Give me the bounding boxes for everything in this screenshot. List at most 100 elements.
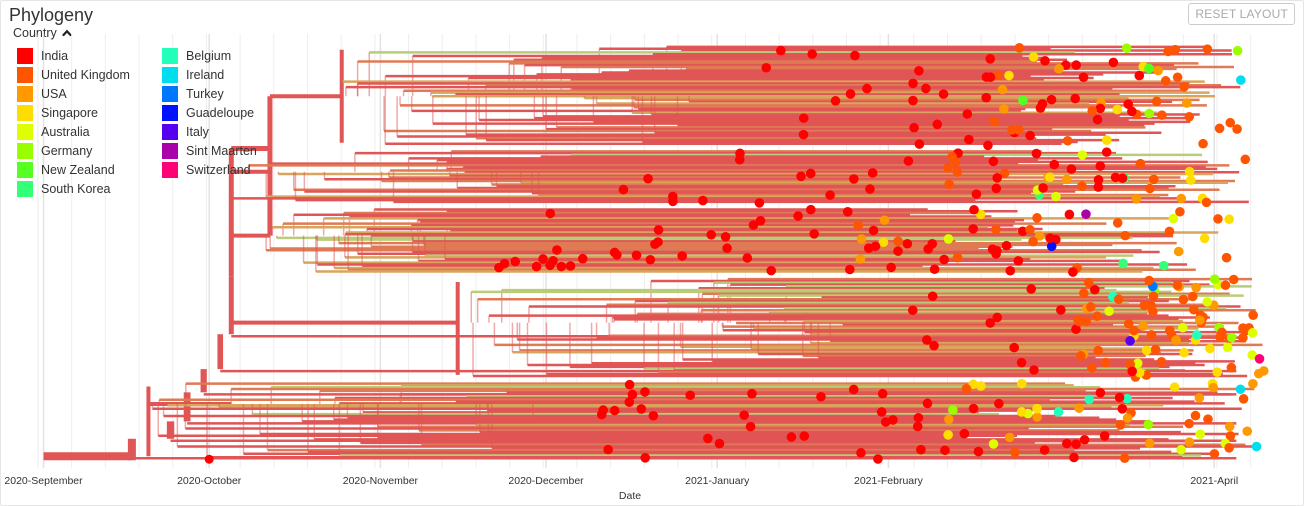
tip-united-kingdom[interactable] [1238, 394, 1249, 404]
tip-india[interactable] [1095, 161, 1106, 171]
tip-guadeloupe[interactable] [1046, 241, 1057, 252]
tip-india[interactable] [609, 247, 620, 258]
tip-india[interactable] [624, 379, 635, 390]
tip-india[interactable] [556, 261, 567, 272]
legend-item-india[interactable]: India [17, 46, 162, 65]
tip-united-kingdom[interactable] [1217, 327, 1227, 338]
tip-india[interactable] [565, 261, 576, 271]
tip-united-kingdom[interactable] [1175, 206, 1185, 217]
tip-singapore[interactable] [1112, 104, 1123, 115]
tip-united-kingdom[interactable] [1148, 291, 1159, 302]
tip-usa[interactable] [999, 104, 1009, 114]
tip-united-kingdom[interactable] [893, 236, 903, 247]
tip-united-kingdom[interactable] [1087, 106, 1098, 116]
tip-united-kingdom[interactable] [999, 168, 1010, 179]
tip-germany[interactable] [948, 405, 958, 415]
tip-singapore[interactable] [1045, 172, 1055, 183]
tip-india[interactable] [809, 229, 819, 239]
tip-united-kingdom[interactable] [1145, 183, 1155, 194]
tip-india[interactable] [983, 140, 993, 151]
tip-switzerland[interactable] [1254, 354, 1265, 364]
legend-item-belgium[interactable]: Belgium [162, 46, 302, 65]
tip-india[interactable] [916, 444, 926, 455]
tip-united-kingdom[interactable] [1087, 363, 1097, 373]
tip-united-kingdom[interactable] [1032, 213, 1042, 223]
tip-india[interactable] [720, 232, 731, 242]
tip-united-kingdom[interactable] [1079, 288, 1089, 299]
tip-india[interactable] [631, 250, 642, 261]
tip-india[interactable] [1071, 324, 1081, 335]
tip-india[interactable] [1127, 366, 1137, 377]
tip-india[interactable] [991, 249, 1001, 259]
tip-india[interactable] [1026, 284, 1037, 294]
tip-india[interactable] [538, 254, 548, 264]
tip-india[interactable] [1134, 70, 1145, 81]
tip-singapore[interactable] [1004, 70, 1014, 81]
tip-united-kingdom[interactable] [1151, 96, 1162, 107]
tip-india[interactable] [577, 253, 588, 264]
tip-australia[interactable] [1195, 429, 1205, 440]
tip-india[interactable] [1095, 103, 1106, 114]
tip-united-kingdom[interactable] [952, 252, 963, 263]
tip-united-kingdom[interactable] [1201, 197, 1212, 208]
tip-singapore[interactable] [1032, 403, 1042, 414]
legend-item-new-zealand[interactable]: New Zealand [17, 160, 162, 179]
tip-india[interactable] [880, 417, 891, 427]
tip-india[interactable] [494, 262, 504, 273]
tip-australia[interactable] [1104, 306, 1114, 317]
tip-united-kingdom[interactable] [1225, 431, 1236, 441]
tip-sint-maarten[interactable] [1081, 209, 1091, 219]
tip-germany[interactable] [1143, 419, 1154, 430]
tip-australia[interactable] [1176, 444, 1186, 455]
tip-united-kingdom[interactable] [1189, 304, 1199, 315]
tip-india[interactable] [643, 173, 653, 184]
tip-united-kingdom[interactable] [1123, 318, 1134, 329]
tip-singapore[interactable] [1185, 175, 1196, 185]
tip-united-kingdom[interactable] [992, 70, 1003, 80]
tip-india[interactable] [1110, 172, 1121, 183]
tip-india[interactable] [1029, 365, 1039, 375]
tip-united-kingdom[interactable] [1203, 414, 1213, 424]
tip-india[interactable] [1039, 445, 1050, 455]
tip-india[interactable] [1001, 240, 1012, 251]
legend-item-ireland[interactable]: Ireland [162, 65, 302, 84]
tip-united-kingdom[interactable] [1113, 294, 1124, 305]
tip-united-kingdom[interactable] [1010, 447, 1020, 458]
tip-india[interactable] [627, 389, 638, 400]
tip-india[interactable] [830, 96, 841, 106]
tip-india[interactable] [1049, 159, 1060, 170]
tip-india[interactable] [981, 92, 992, 103]
tip-india[interactable] [766, 265, 777, 276]
tip-india[interactable] [618, 184, 629, 195]
tip-india[interactable] [856, 448, 866, 458]
tip-india[interactable] [992, 173, 1003, 183]
tip-india[interactable] [968, 224, 978, 234]
tip-india[interactable] [1056, 305, 1066, 315]
tip-india[interactable] [776, 45, 786, 56]
tip-usa[interactable] [1253, 368, 1264, 379]
tip-united-kingdom[interactable] [1077, 181, 1087, 191]
tip-singapore[interactable] [1028, 52, 1039, 62]
tip-india[interactable] [1099, 431, 1110, 441]
tip-united-kingdom[interactable] [961, 384, 972, 394]
legend-item-italy[interactable]: Italy [162, 122, 302, 141]
tip-australia[interactable] [1177, 322, 1188, 333]
tip-india[interactable] [985, 54, 995, 64]
tip-united-kingdom[interactable] [1202, 44, 1213, 54]
tip-united-kingdom[interactable] [1148, 306, 1158, 317]
tip-usa[interactable] [1122, 413, 1133, 423]
tip-united-kingdom[interactable] [1156, 357, 1167, 367]
tip-india[interactable] [1064, 209, 1075, 220]
tip-united-kingdom[interactable] [1224, 443, 1234, 453]
tip-united-kingdom[interactable] [1076, 351, 1086, 361]
tip-india[interactable] [1078, 72, 1089, 83]
tip-usa[interactable] [1184, 437, 1195, 447]
tip-united-kingdom[interactable] [1120, 230, 1130, 241]
tip-singapore[interactable] [1016, 407, 1027, 417]
tip-ireland[interactable] [1251, 441, 1262, 452]
tip-usa[interactable] [1131, 193, 1142, 204]
tip-united-kingdom[interactable] [1179, 82, 1189, 92]
tip-australia[interactable] [1051, 191, 1061, 202]
tip-usa[interactable] [1173, 246, 1184, 257]
tip-india[interactable] [1069, 452, 1079, 463]
